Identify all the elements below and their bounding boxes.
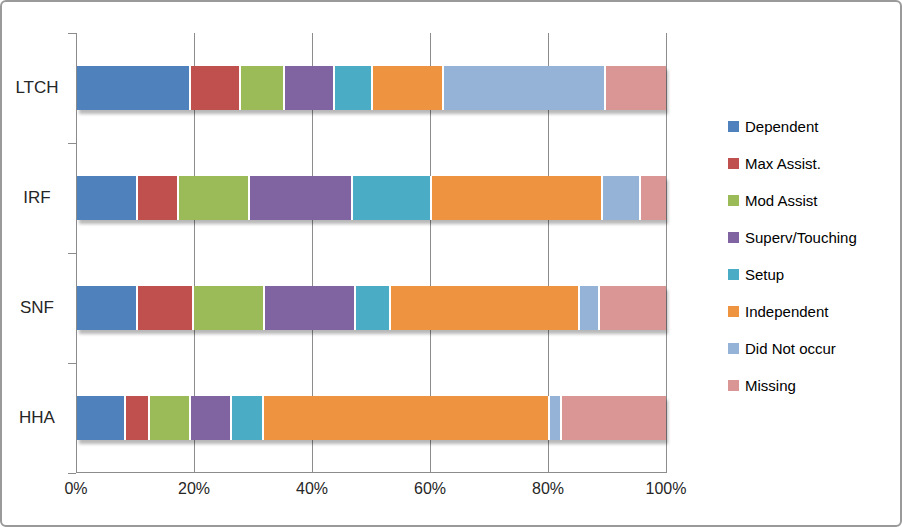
legend-swatch-icon bbox=[728, 232, 739, 243]
legend-swatch-icon bbox=[728, 121, 739, 132]
category-label-irf: IRF bbox=[2, 143, 72, 253]
bar-segment bbox=[560, 396, 666, 440]
bar-segment bbox=[148, 396, 189, 440]
bar-row-hha bbox=[77, 363, 666, 473]
bar-segment bbox=[578, 286, 599, 330]
legend-label: Independent bbox=[745, 303, 828, 320]
legend-swatch-icon bbox=[728, 306, 739, 317]
bar-segment bbox=[604, 66, 666, 110]
legend-label: Superv/Touching bbox=[745, 229, 857, 246]
bar-segment bbox=[189, 396, 230, 440]
bar-segment bbox=[262, 396, 548, 440]
legend-swatch-icon bbox=[728, 269, 739, 280]
bar-segment bbox=[189, 66, 239, 110]
category-axis-labels: LTCHIRFSNFHHA bbox=[2, 33, 72, 473]
legend-label: Setup bbox=[745, 266, 784, 283]
bar-segment bbox=[77, 66, 189, 110]
bar-segment bbox=[442, 66, 604, 110]
bar-segment bbox=[136, 286, 192, 330]
legend-label: Mod Assist bbox=[745, 192, 818, 209]
bar-segment bbox=[77, 286, 136, 330]
bar-segment bbox=[389, 286, 577, 330]
stacked-bar-snf bbox=[77, 286, 666, 330]
bar-segment bbox=[230, 396, 262, 440]
legend-item: Independent bbox=[728, 303, 857, 327]
legend-item: Setup bbox=[728, 266, 857, 290]
bar-segment bbox=[263, 286, 354, 330]
stacked-bar-irf bbox=[77, 176, 666, 220]
stacked-bar-hha bbox=[77, 396, 666, 440]
legend-item: Dependent bbox=[728, 118, 857, 142]
bar-segment bbox=[639, 176, 666, 220]
stacked-bar-ltch bbox=[77, 66, 666, 110]
x-tick-label-60: 60% bbox=[395, 480, 465, 498]
legend-item: Max Assist. bbox=[728, 155, 857, 179]
bar-row-snf bbox=[77, 253, 666, 363]
bar-segment bbox=[239, 66, 283, 110]
bar-segment bbox=[354, 286, 389, 330]
x-tick-label-100: 100% bbox=[631, 480, 701, 498]
legend: Dependent Max Assist. Mod Assist Superv/Tou… bbox=[728, 118, 857, 414]
chart-frame: LTCHIRFSNFHHA 0% 20% 40% 60% 80% 100% Depende… bbox=[0, 0, 902, 527]
value-axis-labels: 0%20%40%60%80%100% bbox=[76, 480, 666, 504]
x-tick-label-40: 40% bbox=[277, 480, 347, 498]
legend-label: Did Not occur bbox=[745, 340, 836, 357]
x-tick-label-80: 80% bbox=[513, 480, 583, 498]
legend-swatch-icon bbox=[728, 380, 739, 391]
bar-segment bbox=[177, 176, 248, 220]
legend-label: Dependent bbox=[745, 118, 818, 135]
category-label-ltch: LTCH bbox=[2, 33, 72, 143]
legend-label: Max Assist. bbox=[745, 155, 821, 172]
legend-item: Did Not occur bbox=[728, 340, 857, 364]
y-axis-tick bbox=[68, 473, 76, 474]
bar-segment bbox=[351, 176, 431, 220]
bar-segment bbox=[601, 176, 639, 220]
bar-segment bbox=[430, 176, 601, 220]
legend-label: Missing bbox=[745, 377, 796, 394]
category-label-hha: HHA bbox=[2, 363, 72, 473]
bar-segment bbox=[598, 286, 666, 330]
x-tick-label-20: 20% bbox=[159, 480, 229, 498]
bar-row-irf bbox=[77, 143, 666, 253]
bar-segment bbox=[136, 176, 177, 220]
category-label-snf: SNF bbox=[2, 253, 72, 363]
bar-segment bbox=[77, 176, 136, 220]
legend-swatch-icon bbox=[728, 158, 739, 169]
legend-swatch-icon bbox=[728, 343, 739, 354]
bar-segment bbox=[124, 396, 148, 440]
x-tick-label-0: 0% bbox=[41, 480, 111, 498]
legend-item: Superv/Touching bbox=[728, 229, 857, 253]
bar-segment bbox=[77, 396, 124, 440]
legend-swatch-icon bbox=[728, 195, 739, 206]
legend-item: Mod Assist bbox=[728, 192, 857, 216]
bar-segment bbox=[283, 66, 333, 110]
bar-segment bbox=[248, 176, 351, 220]
bar-segment bbox=[371, 66, 442, 110]
bar-rows bbox=[77, 33, 666, 473]
bar-segment bbox=[192, 286, 263, 330]
bar-segment bbox=[333, 66, 371, 110]
gridline-100 bbox=[666, 33, 667, 473]
bar-row-ltch bbox=[77, 33, 666, 143]
plot-area bbox=[76, 33, 666, 473]
bar-segment bbox=[548, 396, 560, 440]
legend-item: Missing bbox=[728, 377, 857, 401]
